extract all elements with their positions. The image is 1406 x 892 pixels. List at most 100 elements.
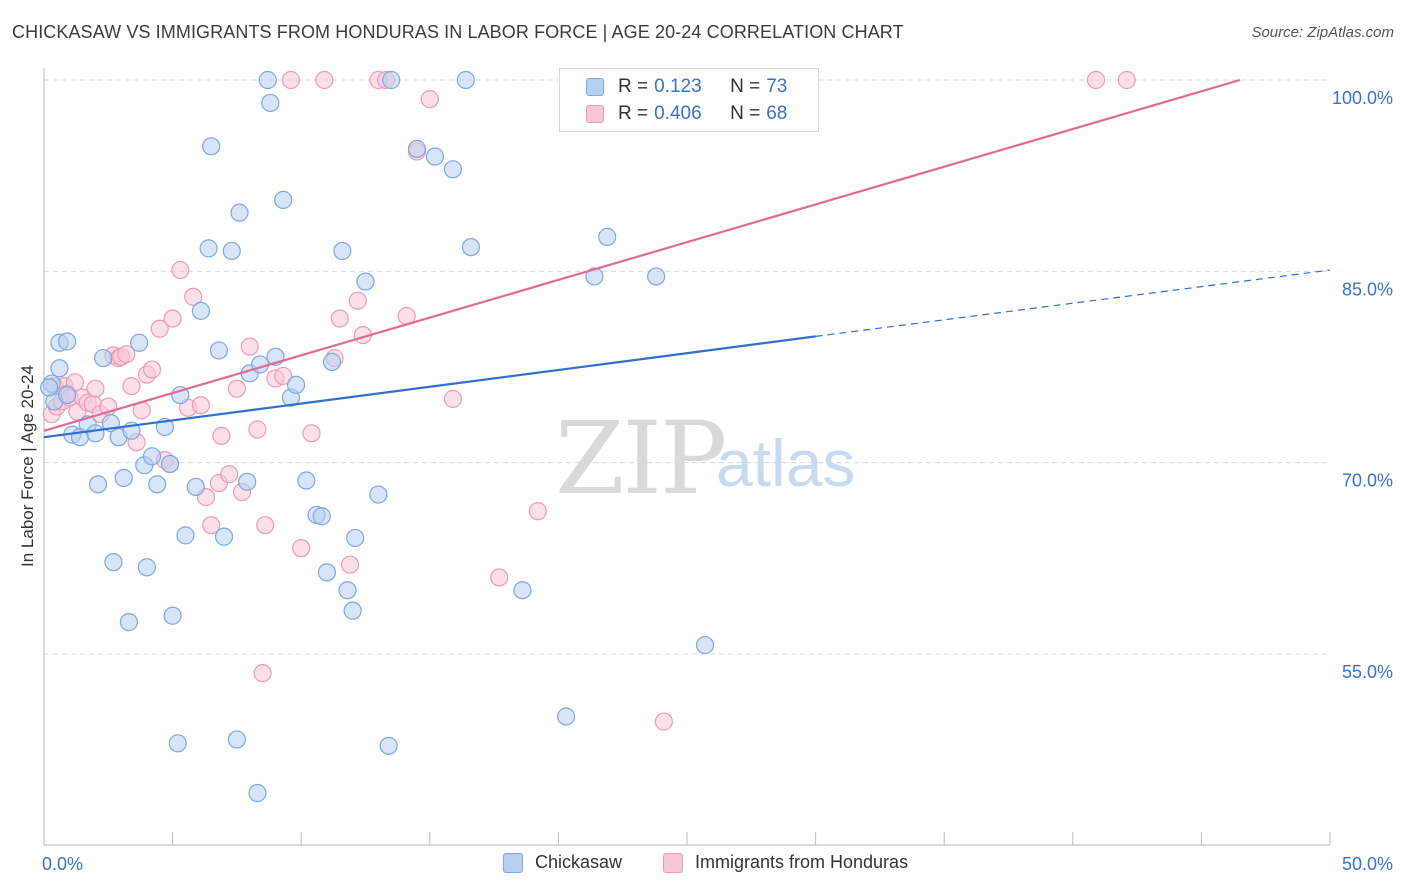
data-point-chickasaw: [258, 70, 277, 90]
data-point-chickasaw: [382, 70, 401, 90]
data-point-chickasaw: [443, 160, 463, 179]
data-point-honduras: [253, 664, 272, 683]
n-label: N =: [730, 103, 761, 124]
data-point-honduras: [227, 379, 246, 398]
data-point-honduras: [248, 420, 267, 439]
chart-title: CHICKASAW VS IMMIGRANTS FROM HONDURAS IN…: [12, 22, 904, 42]
tick-label-layer: 55.0% 70.0% 85.0% 100.0% 0.0% 50.0%: [42, 88, 1393, 874]
data-point-chickasaw: [222, 241, 241, 261]
data-point-chickasaw: [40, 378, 59, 397]
legend-swatch-honduras: [663, 852, 683, 873]
y-tick-label: 100.0%: [1332, 88, 1393, 108]
data-point-chickasaw: [58, 332, 77, 351]
data-point-honduras: [315, 70, 334, 90]
data-point-chickasaw: [94, 348, 113, 368]
data-point-chickasaw: [148, 475, 167, 494]
data-point-chickasaw: [163, 606, 182, 625]
data-point-chickasaw: [317, 563, 337, 582]
data-point-honduras: [490, 568, 509, 587]
legend-item-chickasaw[interactable]: Chickasaw: [503, 852, 622, 873]
data-point-honduras: [348, 291, 367, 310]
data-point-honduras: [142, 360, 162, 379]
data-point-chickasaw: [119, 613, 138, 632]
r-value: 0.123: [654, 76, 702, 97]
data-point-chickasaw: [171, 385, 190, 405]
data-point-chickasaw: [356, 272, 375, 291]
data-point-chickasaw: [557, 707, 576, 726]
data-point-chickasaw: [248, 783, 267, 803]
data-point-honduras: [212, 426, 231, 445]
legend-label-honduras: Immigrants from Honduras: [695, 852, 909, 872]
trend-line-chickasaw-extension: [815, 269, 1331, 337]
data-point-chickasaw: [297, 471, 316, 490]
data-point-chickasaw: [286, 375, 306, 394]
trend-line-honduras: [43, 78, 1241, 432]
data-point-honduras: [171, 260, 190, 280]
data-point-chickasaw: [425, 147, 445, 166]
data-point-chickasaw: [50, 359, 69, 378]
data-point-honduras: [420, 90, 439, 109]
data-point-chickasaw: [130, 333, 149, 352]
data-point-honduras: [1086, 70, 1106, 90]
data-point-chickasaw: [598, 227, 617, 246]
data-point-honduras: [202, 516, 221, 535]
data-point-chickasaw: [88, 475, 108, 494]
stats-row-chickasaw: R = 0.123 N = 73: [586, 75, 787, 99]
data-point-chickasaw: [160, 454, 180, 474]
data-point-honduras: [340, 555, 360, 574]
r-label: R =: [618, 76, 649, 97]
trend-layer: [43, 78, 1331, 439]
data-point-honduras: [302, 424, 321, 443]
data-point-honduras: [443, 389, 463, 408]
legend-label-chickasaw: Chickasaw: [535, 852, 623, 872]
data-point-chickasaw: [338, 581, 357, 600]
data-point-chickasaw: [186, 477, 205, 497]
data-point-chickasaw: [104, 553, 123, 572]
data-point-chickasaw: [695, 635, 715, 655]
legend-swatch-honduras: [586, 105, 604, 123]
data-point-chickasaw: [585, 267, 604, 286]
data-point-honduras: [528, 502, 547, 521]
x-tick-label: 50.0%: [1342, 854, 1393, 874]
data-point-chickasaw: [199, 239, 218, 258]
data-point-chickasaw: [343, 601, 362, 620]
y-tick-label: 85.0%: [1342, 279, 1393, 299]
data-point-honduras: [1117, 70, 1136, 90]
watermark-zip: ZIP: [555, 400, 727, 517]
y-tick-label: 55.0%: [1342, 662, 1393, 682]
y-tick-label: 70.0%: [1342, 471, 1393, 491]
data-point-honduras: [292, 539, 311, 558]
data-point-chickasaw: [274, 190, 293, 210]
legend-swatch-chickasaw: [586, 78, 604, 96]
data-point-chickasaw: [168, 734, 187, 753]
points-honduras: [42, 70, 1136, 731]
data-point-chickasaw: [379, 736, 398, 755]
data-point-chickasaw: [137, 558, 156, 577]
stats-row-honduras: R = 0.406 N = 68: [586, 102, 787, 126]
data-point-chickasaw: [209, 341, 228, 360]
series-legend: Chickasaw Immigrants from Honduras: [0, 852, 1406, 876]
data-point-honduras: [281, 70, 301, 90]
data-point-honduras: [274, 366, 293, 386]
data-point-honduras: [122, 377, 141, 396]
data-point-chickasaw: [114, 468, 133, 488]
data-point-honduras: [184, 287, 203, 306]
data-point-chickasaw: [407, 139, 427, 158]
data-point-honduras: [150, 319, 169, 338]
data-point-chickasaw: [456, 70, 475, 90]
n-value: 73: [766, 76, 788, 97]
trend-line-chickasaw: [43, 335, 816, 439]
data-point-chickasaw: [202, 137, 221, 156]
data-point-chickasaw: [250, 355, 270, 374]
grid-layer: [44, 79, 1330, 655]
data-point-honduras: [117, 345, 136, 364]
data-point-chickasaw: [58, 385, 77, 405]
data-point-honduras: [240, 337, 259, 356]
r-label: R =: [618, 103, 649, 124]
data-point-chickasaw: [461, 237, 481, 257]
source-note: Source: ZipAtlas.com: [1251, 24, 1394, 41]
data-point-chickasaw: [142, 447, 162, 466]
data-point-chickasaw: [647, 267, 666, 286]
legend-item-honduras[interactable]: Immigrants from Honduras: [663, 852, 908, 873]
data-point-chickasaw: [322, 352, 342, 371]
